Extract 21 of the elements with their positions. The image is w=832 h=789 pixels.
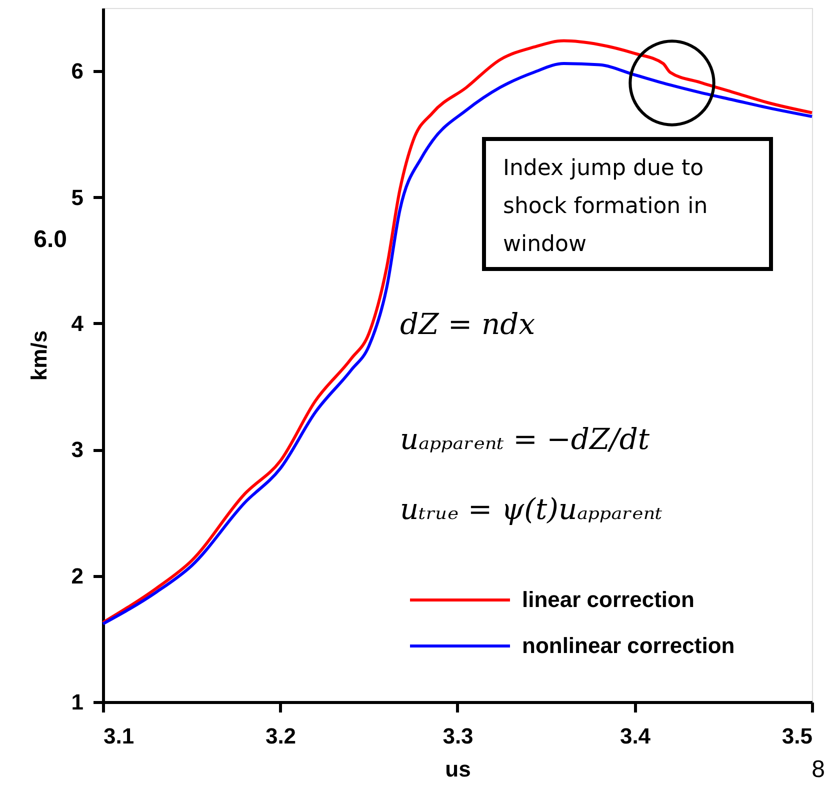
y-axis-title: km/s: [26, 330, 52, 381]
annotation: uₜᵣᵤₑ = ψ(t)uₐₚₚₐᵣₑₙₜ: [400, 492, 662, 526]
y-tick-label: 1: [71, 690, 84, 714]
text: 8: [812, 756, 825, 783]
x-axis-title: us: [445, 756, 471, 782]
annotation: dZ = ndx: [400, 307, 536, 341]
x-tick-label: 3.5: [782, 724, 812, 748]
x-tick-label: 3.1: [104, 724, 134, 748]
y-tick-label: 4: [71, 310, 84, 336]
y-tick-label: 5: [71, 184, 84, 210]
annotation: Index jump due to shock formation in window: [503, 156, 708, 257]
x-tick-label: 3.2: [265, 724, 296, 748]
y-tick-label: 3: [71, 437, 84, 462]
y-tick-label: 6: [71, 58, 84, 84]
legend-label: nonlinear correction: [522, 633, 735, 658]
legend-label: linear correction: [522, 587, 694, 612]
y-tick-label: 2: [71, 563, 84, 588]
x-tick-label: 3.4: [620, 724, 652, 748]
text: 6.0: [34, 226, 67, 253]
x-tick-label: 3.3: [442, 724, 474, 748]
annotation: uₐₚₚₐᵣₑₙₜ = −dZ/dt: [400, 422, 650, 456]
